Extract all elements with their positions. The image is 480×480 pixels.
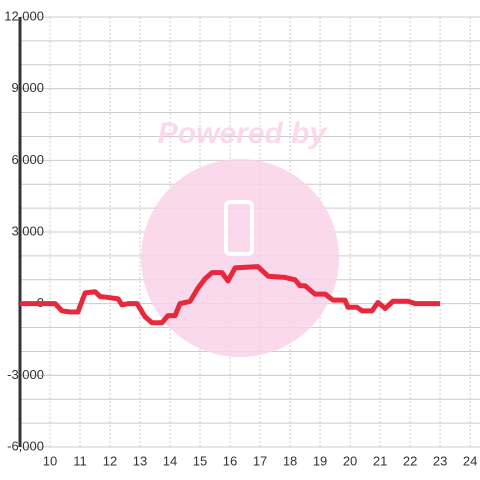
x-tick-label: 12 bbox=[103, 453, 117, 468]
x-tick-label: 19 bbox=[313, 453, 327, 468]
x-tick-label: 18 bbox=[283, 453, 297, 468]
y-tick-label: 6,000 bbox=[11, 152, 44, 167]
x-tick-label: 23 bbox=[433, 453, 447, 468]
x-tick-label: 24 bbox=[463, 453, 477, 468]
x-tick-label: 11 bbox=[73, 453, 87, 468]
x-tick-label: 16 bbox=[223, 453, 237, 468]
x-tick-label: 14 bbox=[163, 453, 177, 468]
y-tick-label: 3,000 bbox=[11, 223, 44, 238]
y-tick-label: -6,000 bbox=[7, 438, 44, 453]
x-tick-label: 10 bbox=[43, 453, 57, 468]
y-tick-label: -3,000 bbox=[7, 367, 44, 382]
x-tick-label: 17 bbox=[253, 453, 267, 468]
data-line bbox=[20, 264, 441, 326]
x-tick-label: 13 bbox=[133, 453, 147, 468]
x-tick-label: 15 bbox=[193, 453, 207, 468]
y-tick-label: 12,000 bbox=[4, 8, 44, 23]
watermark: Powered by bbox=[141, 117, 339, 357]
x-tick-label: 22 bbox=[403, 453, 417, 468]
x-tick-label: 20 bbox=[343, 453, 357, 468]
watermark-icon bbox=[224, 200, 254, 256]
y-tick-label: 9,000 bbox=[11, 80, 44, 95]
watermark-text: Powered by bbox=[158, 117, 328, 150]
x-tick-label: 21 bbox=[373, 453, 387, 468]
watermark-circle bbox=[141, 159, 339, 357]
